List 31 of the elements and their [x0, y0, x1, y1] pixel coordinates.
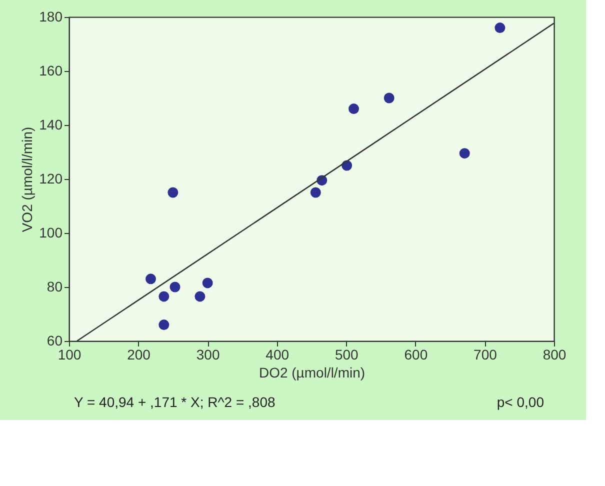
x-tick-label: 700 — [474, 346, 498, 362]
x-tick-label: 100 — [58, 346, 82, 362]
y-tick-label: 160 — [39, 62, 63, 78]
x-axis-title: DO2 (µmol/l/min) — [258, 364, 366, 380]
point — [494, 22, 506, 34]
point — [170, 282, 180, 292]
x-tick-label: 600 — [404, 346, 428, 362]
point — [158, 320, 170, 330]
point — [146, 274, 156, 284]
point — [459, 148, 470, 159]
x-tick-label: 300 — [196, 346, 220, 362]
y-tick-label: 120 — [39, 170, 63, 186]
y-tick-label: 60 — [46, 332, 63, 348]
x-tick-label: 400 — [266, 346, 290, 362]
text: Y = 40,94 + ,171 * X; R^2 = ,808 — [74, 394, 276, 410]
x-tick-label: 200 — [127, 346, 151, 362]
y-tick-label: 140 — [39, 116, 63, 132]
y-tick-label: 100 — [39, 224, 63, 240]
point — [384, 92, 394, 104]
point — [202, 278, 213, 288]
point — [158, 291, 170, 302]
x-tick-label: 500 — [334, 346, 359, 362]
y-tick-label: 80 — [46, 278, 63, 294]
y-axis-title: VO2 (µmol/l/min) — [19, 126, 36, 232]
y-tick-label: 180 — [39, 8, 63, 24]
point — [194, 291, 206, 302]
point — [310, 187, 321, 198]
point — [168, 187, 178, 198]
x-tick-label: 800 — [542, 346, 566, 362]
point — [348, 104, 360, 114]
text: p< 0,00 — [496, 394, 544, 410]
